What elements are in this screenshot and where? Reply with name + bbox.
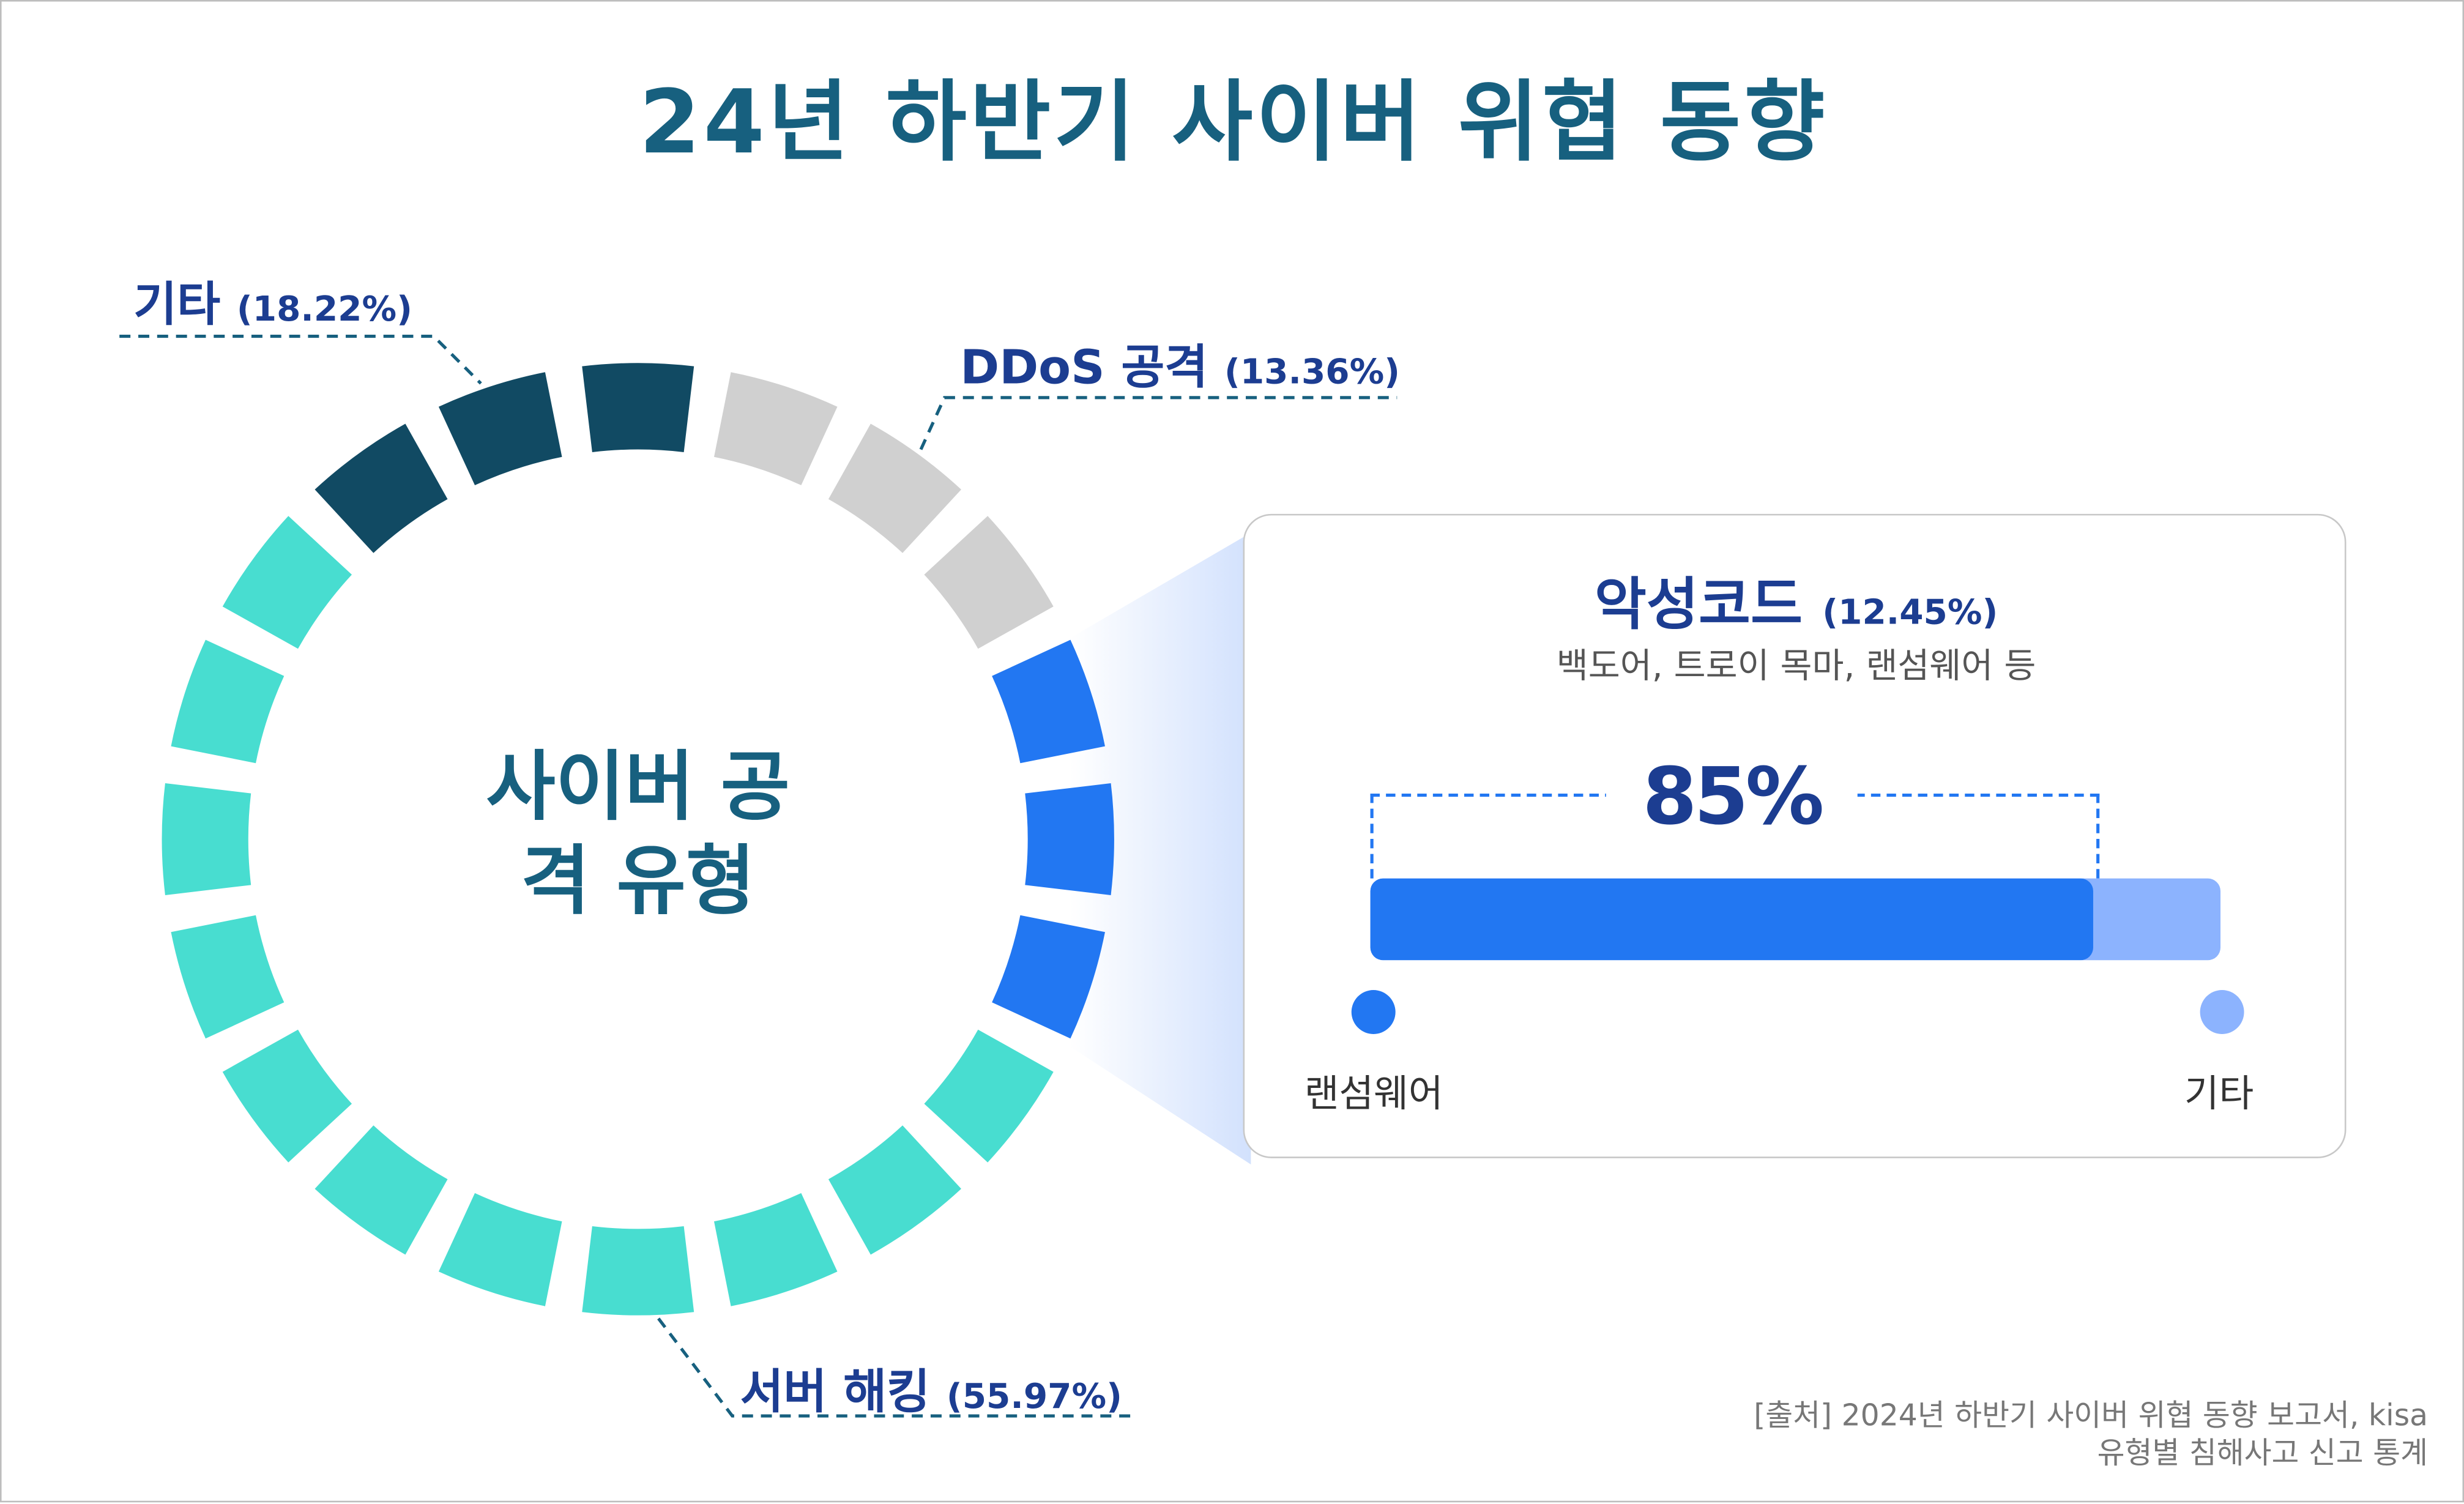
label-ddos-name: DDoS 공격 — [960, 341, 1208, 396]
ring-segment-기타 — [582, 363, 694, 452]
center-line-2: 격 유형 — [521, 837, 756, 926]
source-note: [출처] 2024년 하반기 사이버 위협 동향 보고서, kisa 유형별 침… — [1754, 1397, 2428, 1472]
ring-segment-서버 해킹 — [438, 1193, 562, 1306]
ring-segment-서버 해킹 — [171, 639, 285, 764]
legend-dot-other — [2200, 990, 2244, 1034]
legend-dot-ransomware — [1351, 990, 1396, 1034]
center-line-1: 사이버 공 — [486, 743, 791, 832]
ring-segment-서버 해킹 — [315, 1125, 448, 1255]
ring-segment-DDoS 공격 — [924, 516, 1054, 649]
leader-ddos — [919, 396, 1398, 450]
ring-segment-서버 해킹 — [713, 1193, 838, 1306]
ring-segment-서버 해킹 — [924, 1029, 1054, 1163]
ring-segment-기타 — [438, 372, 562, 486]
label-other: 기타 (18.22%) — [133, 266, 412, 335]
ring-segment-악성코드 — [1025, 783, 1114, 895]
page-title: 24년 하반기 사이버 위협 동향 — [639, 72, 1828, 175]
ratio-bar-fill — [1370, 878, 2093, 961]
label-ddos: DDoS 공격 (13.36%) — [960, 329, 1400, 398]
card-title-pct: (12.45%) — [1822, 594, 1998, 634]
ring-segment-DDoS 공격 — [713, 372, 838, 486]
source-line-1: [출처] 2024년 하반기 사이버 위협 동향 보고서, kisa — [1754, 1398, 2429, 1434]
label-hacking-name: 서버 해킹 — [740, 1365, 931, 1421]
legend-ransomware: 랜섬웨어 — [1304, 1071, 1443, 1116]
leader-other — [119, 335, 482, 385]
ring-segment-기타 — [315, 423, 448, 553]
ring-segment-서버 해킹 — [162, 783, 251, 895]
legend-other: 기타 — [2184, 1071, 2254, 1116]
ring-segment-서버 해킹 — [171, 915, 285, 1039]
ransomware-percentage: 85% — [1606, 751, 1858, 843]
source-line-2: 유형별 침해사고 신고 통계 — [2097, 1436, 2429, 1471]
ring-segment-악성코드 — [992, 915, 1105, 1039]
card-title: 악성코드 (12.45%) — [1245, 559, 2348, 641]
malware-card: 악성코드 (12.45%) 백도어, 트로이 목마, 랜섬웨어 등 85% 랜섬… — [1243, 513, 2348, 1158]
card-subtitle: 백도어, 트로이 목마, 랜섬웨어 등 — [1556, 647, 2036, 687]
label-other-pct: (18.22%) — [236, 291, 412, 330]
ratio-bar — [1370, 878, 2221, 961]
ring-segment-서버 해킹 — [222, 516, 352, 649]
ring-segment-서버 해킹 — [222, 1029, 352, 1163]
leader-hacking — [657, 1317, 1136, 1418]
zoom-wedge — [1070, 532, 1251, 1165]
label-hacking: 서버 해킹 (55.97%) — [740, 1353, 1122, 1422]
ring-segment-DDoS 공격 — [828, 423, 961, 553]
ring-segment-서버 해킹 — [828, 1125, 961, 1255]
label-hacking-pct: (55.97%) — [946, 1378, 1122, 1418]
ring-center-label: 사이버 공 격 유형 — [402, 740, 873, 929]
ring-segment-서버 해킹 — [582, 1226, 694, 1316]
ring-segment-악성코드 — [992, 639, 1105, 764]
label-ddos-pct: (13.36%) — [1224, 353, 1401, 393]
card-title-text: 악성코드 — [1594, 573, 1803, 638]
label-other-name: 기타 — [133, 278, 221, 333]
